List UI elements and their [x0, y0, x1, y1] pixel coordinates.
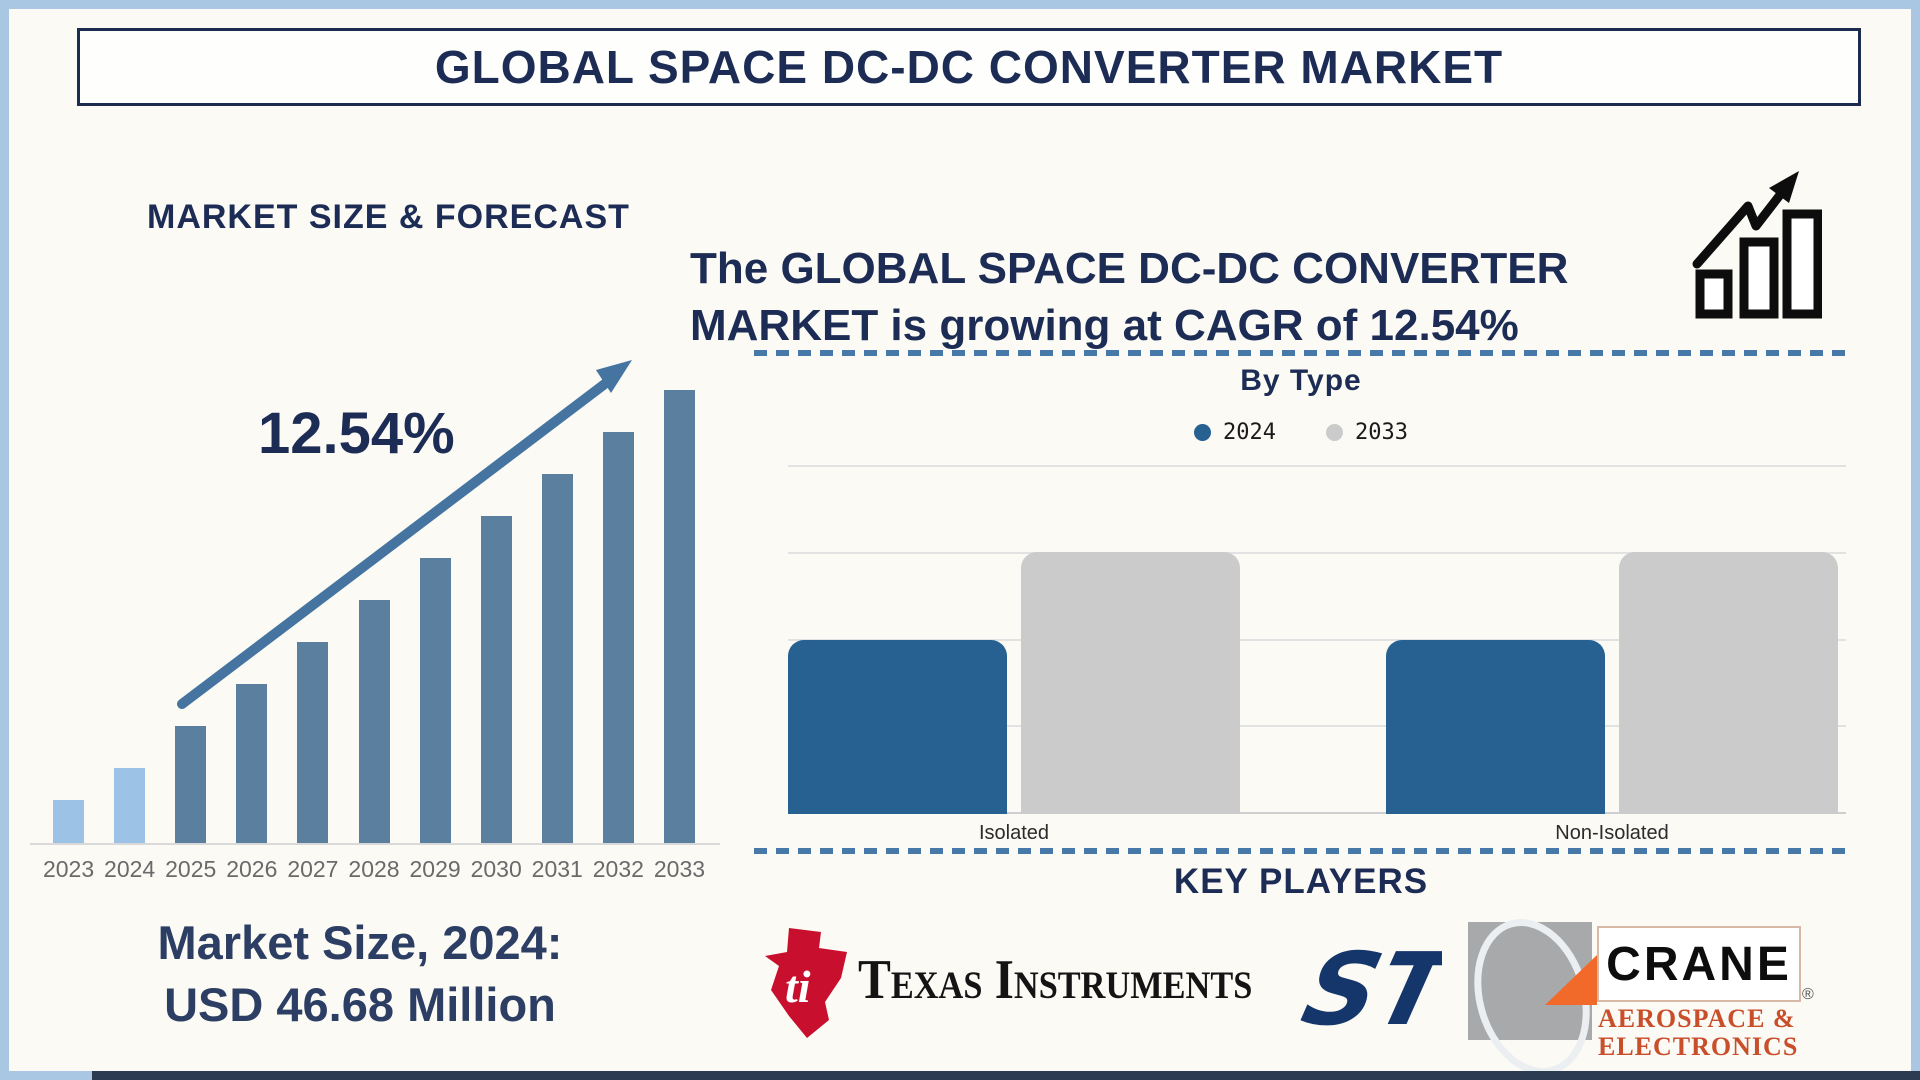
- forecast-bar-2027: [297, 641, 329, 843]
- svg-text:ti: ti: [785, 961, 811, 1012]
- crane-wordmark-box: CRANE: [1597, 926, 1801, 1002]
- forecast-bar-2033: [663, 390, 695, 843]
- crane-logo-swoosh: [1474, 919, 1597, 1075]
- by-type-heading: By Type: [1240, 364, 1362, 397]
- page-title: GLOBAL SPACE DC-DC CONVERTER MARKET: [434, 41, 1504, 93]
- forecast-bar-2030: [480, 515, 512, 843]
- growth-statement-line1: The GLOBAL SPACE DC-DC CONVERTER: [690, 244, 1569, 293]
- forecast-bar-2028: [358, 600, 390, 843]
- year-label-2023: 2023: [42, 856, 95, 882]
- growth-arrow: [177, 360, 632, 709]
- bottom-edge-strip: [92, 1071, 1920, 1080]
- forecast-bar-2031: [541, 473, 573, 843]
- crane-subtitle-line2: ELECTRONICS: [1598, 1032, 1799, 1061]
- forecast-bar-2023: [53, 799, 85, 843]
- crane-registered-mark: ®: [1802, 986, 1814, 1003]
- market-size-callout: Market Size, 2024: USD 46.68 Million: [70, 912, 650, 1036]
- bar-non-isolated-2033: [1619, 552, 1838, 814]
- legend-dot-2024: [1194, 424, 1212, 441]
- texas-instruments-logo-icon: ti: [765, 928, 847, 1038]
- forecast-bar-2029: [419, 558, 451, 843]
- year-label-2031: 2031: [531, 856, 583, 882]
- gridline: [788, 725, 1846, 728]
- texas-instruments-wordmark: Texas Instruments: [858, 949, 1253, 1011]
- growth-statement: The GLOBAL SPACE DC-DC CONVERTER MARKET …: [690, 240, 1620, 354]
- market-size-forecast-heading: MARKET SIZE & FORECAST: [147, 198, 630, 236]
- year-label-2026: 2026: [226, 856, 278, 882]
- by-type-grouped-bar-chart: [788, 465, 1846, 814]
- divider-dashed-top: [754, 350, 1848, 356]
- growth-statement-line2: MARKET is growing at CAGR of 12.54%: [690, 301, 1519, 351]
- market-size-line2: USD 46.68 Million: [164, 978, 556, 1032]
- legend-dot-2033: [1326, 424, 1343, 441]
- left-chart-axis: [30, 843, 720, 845]
- title-banner: GLOBAL SPACE DC-DC CONVERTER MARKET: [77, 28, 1861, 106]
- gridline: [788, 638, 1846, 641]
- year-label-2029: 2029: [409, 856, 461, 882]
- crane-subtitle-line1: AEROSPACE &: [1598, 1004, 1796, 1033]
- legend-item-2033: 2033: [1326, 420, 1408, 445]
- legend-item-2024: 2024: [1194, 420, 1276, 445]
- cagr-value-label: 12.54%: [258, 401, 455, 466]
- left-chart-year-labels: 2023 2024 2025 2026 2027 2028 2029 2030 2031 2032…: [38, 856, 710, 886]
- by-type-category-labels: Isolated Non-Isolated: [788, 822, 1846, 848]
- market-size-line1: Market Size, 2024:: [157, 916, 563, 969]
- chart-legend: 2024 2033: [754, 420, 1848, 445]
- bar-isolated-2024: [788, 639, 1007, 814]
- growth-chart-icon: [1692, 171, 1822, 319]
- legend-label-2024: 2024: [1223, 420, 1276, 445]
- year-label-2030: 2030: [470, 856, 522, 882]
- category-label-isolated: Isolated: [978, 822, 1050, 844]
- crane-wordmark: CRANE: [1606, 937, 1792, 991]
- bar-non-isolated-2024: [1386, 639, 1605, 814]
- year-label-2027: 2027: [287, 856, 339, 882]
- year-label-2028: 2028: [348, 856, 400, 882]
- year-label-2032: 2032: [592, 856, 644, 882]
- stmicroelectronics-logo: ST: [1292, 931, 1442, 1046]
- category-label-non-isolated: Non-Isolated: [1555, 822, 1669, 844]
- year-label-2024: 2024: [104, 856, 156, 882]
- crane-orange-triangle: [1545, 955, 1597, 1005]
- forecast-bar-2032: [602, 432, 634, 843]
- year-label-2025: 2025: [165, 856, 217, 882]
- gridline: [788, 465, 1846, 467]
- year-label-2033: 2033: [653, 856, 706, 882]
- market-size-bar-chart: [38, 390, 710, 843]
- bar-isolated-2033: [1021, 552, 1240, 814]
- forecast-bar-2025: [175, 726, 207, 843]
- divider-dashed-bottom: [754, 848, 1848, 854]
- legend-label-2033: 2033: [1355, 420, 1408, 445]
- forecast-bar-2026: [236, 684, 268, 843]
- forecast-bar-2024: [114, 767, 146, 843]
- key-players-heading: KEY PLAYERS: [1173, 862, 1429, 901]
- svg-text:ST: ST: [1292, 931, 1442, 1046]
- gridline: [788, 812, 1846, 814]
- gridline: [788, 551, 1846, 554]
